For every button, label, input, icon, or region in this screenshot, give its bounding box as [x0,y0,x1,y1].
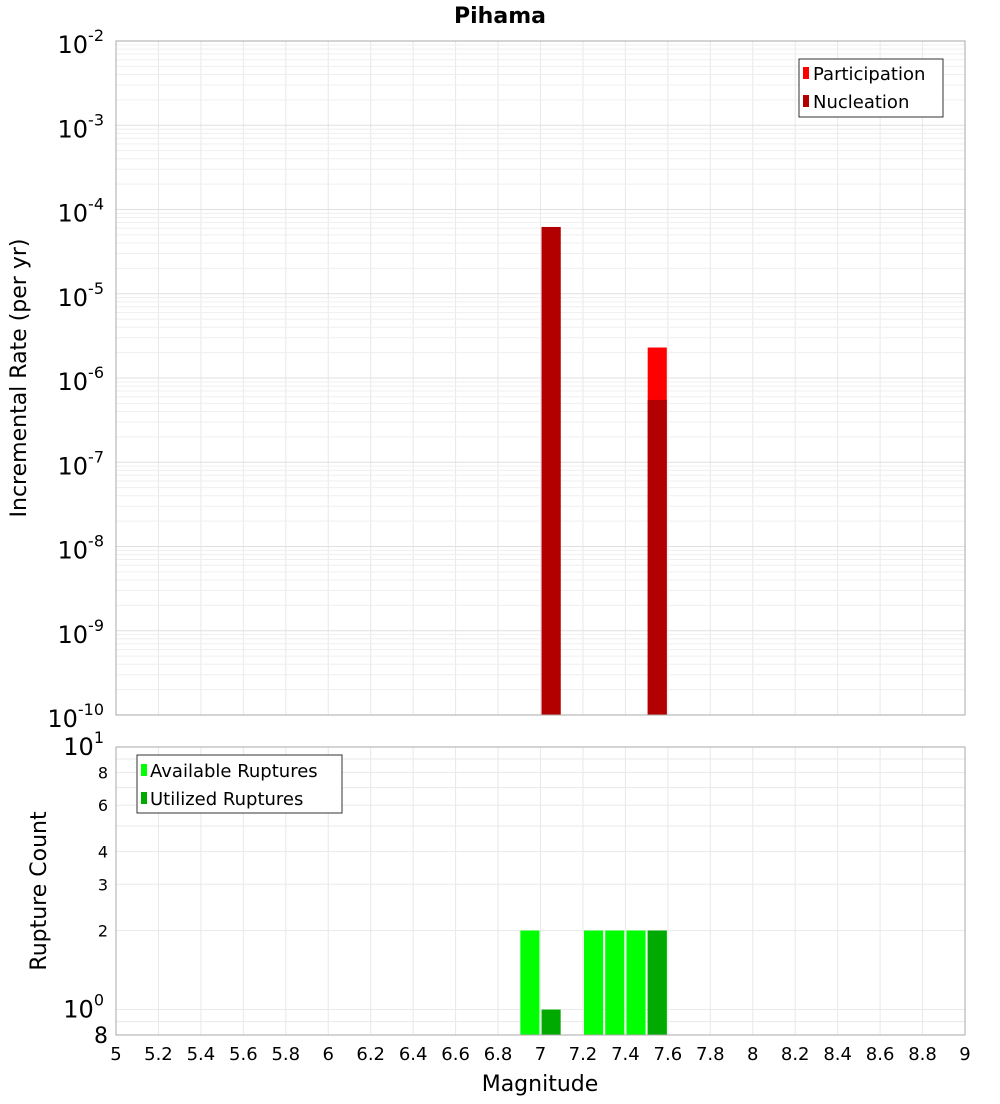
x-tick-label: 5.4 [187,1044,216,1065]
y-tick-label: 10-7 [58,447,105,480]
top-bars [541,226,667,715]
x-tick-label: 5.6 [229,1044,258,1065]
bottom-y-axis-label: Rupture Count [27,811,52,971]
x-tick-label: 8.2 [781,1044,810,1065]
legend-swatch-nucleation [803,95,809,107]
y-tick-label-minor: 3 [98,875,108,894]
bar-available-ruptures [605,930,625,1035]
legend-swatch-participation [803,67,809,79]
x-tick-label: 6.4 [399,1044,428,1065]
x-tick-label: 7.2 [569,1044,598,1065]
x-tick-label: 5 [110,1044,121,1065]
bar-available-ruptures [520,930,540,1035]
y-tick-label: 100 [63,991,104,1024]
top-plot-border [115,40,966,716]
x-ticks: 5 5.2 5.4 5.6 5.8 6 6.2 6.4 6.6 6.8 7 7.2 7.4 7.6 7.8 8… [110,1044,970,1065]
bottom-bars [520,930,667,1035]
bar-available-ruptures [584,930,604,1035]
bar-utilized-ruptures [647,930,667,1035]
top-y-axis-label: Incremental Rate (per yr) [7,239,32,518]
y-tick-label-minor: 8 [98,763,108,782]
x-tick-label: 8.6 [866,1044,895,1065]
x-tick-label: 7.6 [654,1044,683,1065]
x-tick-label: 6.2 [356,1044,385,1065]
legend-label-participation: Participation [813,64,925,85]
x-tick-label: 7.8 [696,1044,725,1065]
x-tick-label: 6.8 [484,1044,513,1065]
y-tick-label-minor: 8 [94,1024,108,1049]
y-tick-label-minor: 4 [98,842,108,861]
legend-label-available: Available Ruptures [150,761,318,782]
bottom-plot-border [115,746,966,1036]
bar-available-ruptures [626,930,646,1035]
y-tick-label: 10-6 [58,363,105,396]
x-tick-label: 8.4 [823,1044,852,1065]
legend-label-nucleation: Nucleation [813,92,909,113]
y-tick-label: 101 [63,728,104,761]
y-tick-label: 10-5 [58,279,105,312]
bottom-legend: Available Ruptures Utilized Ruptures [136,754,343,814]
y-tick-label: 10-10 [47,700,104,733]
x-tick-label: 7 [535,1044,546,1065]
y-tick-label: 10-9 [58,616,105,649]
bar-nucleation [647,399,667,715]
top-grid [115,41,966,716]
x-tick-label: 6 [323,1044,334,1065]
bar-utilized-ruptures [541,1009,561,1035]
x-tick-label: 8 [747,1044,758,1065]
y-tick-label: 10-4 [58,195,105,228]
chart-title: Pihama [454,4,546,29]
legend-label-utilized: Utilized Ruptures [150,789,303,810]
x-tick-label: 5.2 [144,1044,173,1065]
legend-swatch-utilized [141,792,147,804]
x-tick-label: 9 [959,1044,970,1065]
x-tick-label: 6.6 [441,1044,470,1065]
x-tick-label: 5.8 [271,1044,300,1065]
legend-swatch-available [141,764,147,776]
x-axis-label: Magnitude [482,1072,599,1097]
bar-nucleation [541,226,561,715]
x-tick-label: 7.4 [611,1044,640,1065]
top-legend: Participation Nucleation [798,58,944,118]
y-tick-label: 10-3 [58,110,105,143]
y-tick-label-minor: 2 [98,922,108,941]
y-tick-label-minor: 6 [98,796,108,815]
top-y-ticks: 10-2 10-3 10-4 10-5 10-6 10-7 10-8 10-9 10-10 [47,26,104,733]
y-tick-label: 10-2 [58,26,105,59]
y-tick-label: 10-8 [58,532,105,565]
x-tick-label: 8.8 [908,1044,937,1065]
